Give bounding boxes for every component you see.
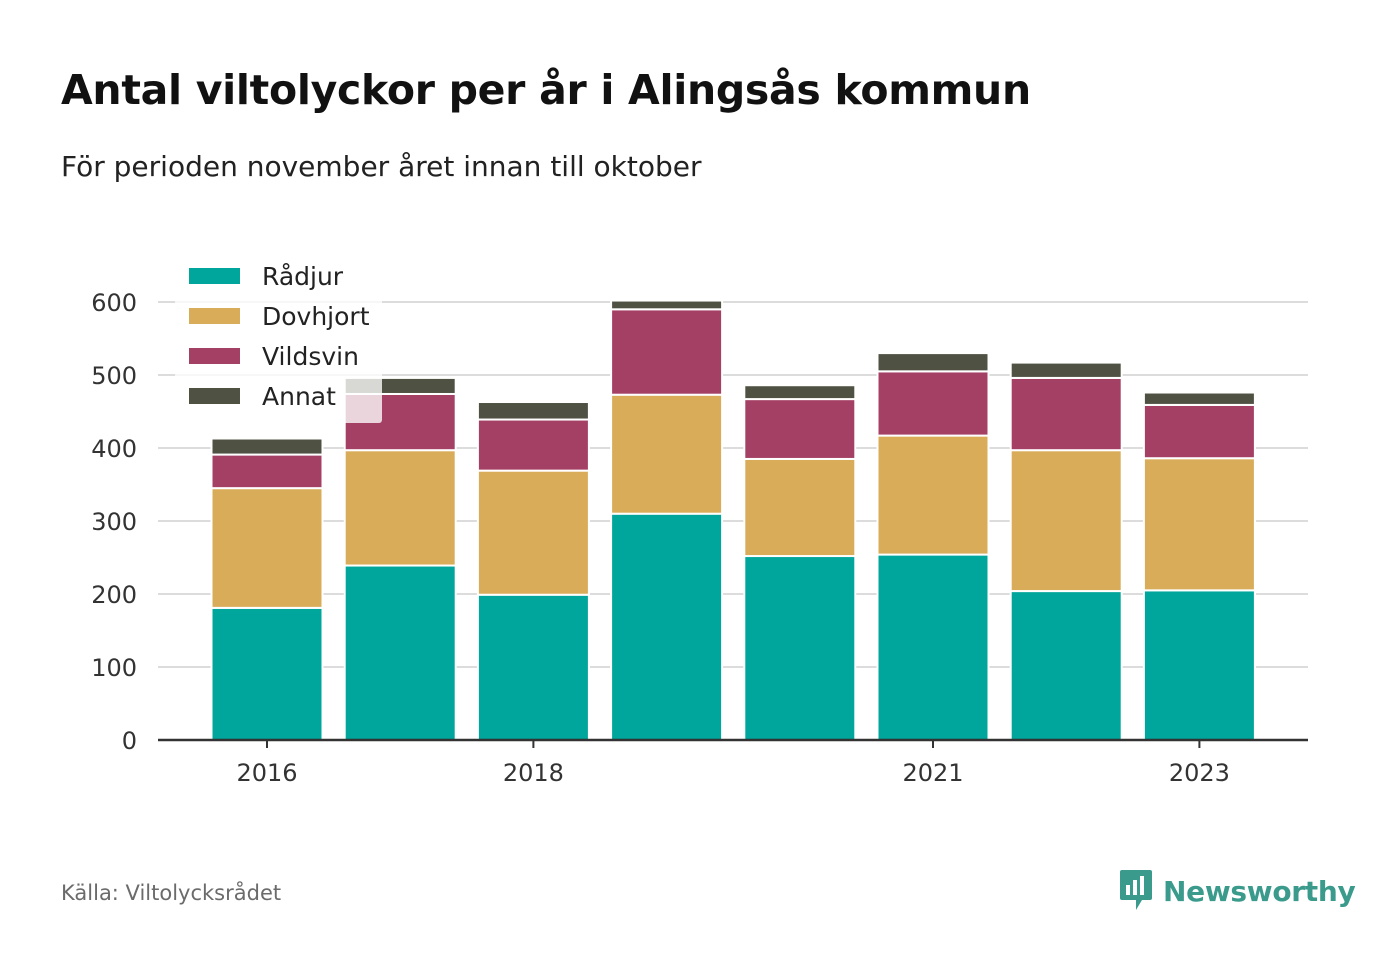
source-note: Källa: Viltolycksrådet xyxy=(61,881,282,905)
bar-segment xyxy=(210,437,324,456)
legend-swatch xyxy=(189,348,240,364)
legend-swatch xyxy=(189,388,240,404)
bar-segment xyxy=(610,393,724,515)
y-tick-label: 200 xyxy=(91,581,137,609)
y-tick-label: 600 xyxy=(91,289,137,317)
legend-background xyxy=(175,258,382,423)
bar-segment xyxy=(476,401,590,421)
bar-segment xyxy=(610,308,724,396)
bar-segment xyxy=(743,555,857,741)
x-axis-ticks: 2016 2018 2021 2023 xyxy=(236,740,1230,787)
y-tick-label: 100 xyxy=(91,654,137,682)
bar-segment xyxy=(1009,376,1123,452)
legend-label: Vildsvin xyxy=(262,342,359,371)
bar-segment xyxy=(476,469,590,596)
legend-label: Rådjur xyxy=(262,262,344,291)
brand-logo: Newsworthy xyxy=(1118,868,1356,914)
bar-segment xyxy=(343,564,457,742)
x-tick-label: 2018 xyxy=(503,759,564,787)
bar-segment xyxy=(876,553,990,742)
x-tick-label: 2021 xyxy=(902,759,963,787)
legend-swatch xyxy=(189,268,240,284)
bar-chart-speech-bubble-icon xyxy=(1120,870,1152,910)
chart-title: Antal viltolyckor per år i Alingsås komm… xyxy=(61,66,1031,114)
bar-segment xyxy=(610,512,724,742)
bars xyxy=(210,299,1256,742)
bar-segment xyxy=(210,606,324,741)
bar-segment xyxy=(1142,589,1256,741)
bar-segment xyxy=(1142,391,1256,406)
legend-label: Dovhjort xyxy=(262,302,370,331)
bar-segment xyxy=(210,453,324,490)
legend-label: Annat xyxy=(262,382,336,411)
bar-segment xyxy=(1009,449,1123,593)
bar-segment xyxy=(476,418,590,472)
y-tick-label: 0 xyxy=(122,727,137,755)
x-tick-label: 2016 xyxy=(236,759,297,787)
y-tick-label: 500 xyxy=(91,362,137,390)
bar-segment xyxy=(1009,361,1123,379)
bar-segment xyxy=(743,384,857,401)
bar-segment xyxy=(610,299,724,311)
bar-segment xyxy=(343,449,457,567)
chart-subtitle: För perioden november året innan till ok… xyxy=(61,150,702,183)
bar-segment xyxy=(476,593,590,741)
legend: Rådjur Dovhjort Vildsvin Annat xyxy=(175,258,382,423)
brand-name: Newsworthy xyxy=(1163,874,1356,908)
bar-segment xyxy=(210,487,324,609)
bar-segment xyxy=(1009,590,1123,742)
bar-segment xyxy=(743,398,857,460)
bar-segment xyxy=(1142,403,1256,460)
x-tick-label: 2023 xyxy=(1169,759,1230,787)
legend-swatch xyxy=(189,308,240,324)
y-axis-ticks: 0 100 200 300 400 500 600 xyxy=(91,289,137,755)
bar-segment xyxy=(876,434,990,556)
bar-segment xyxy=(743,457,857,558)
y-tick-label: 400 xyxy=(91,435,137,463)
y-tick-label: 300 xyxy=(91,508,137,536)
bar-segment xyxy=(876,352,990,373)
bar-segment xyxy=(876,370,990,437)
bar-segment xyxy=(1142,457,1256,592)
